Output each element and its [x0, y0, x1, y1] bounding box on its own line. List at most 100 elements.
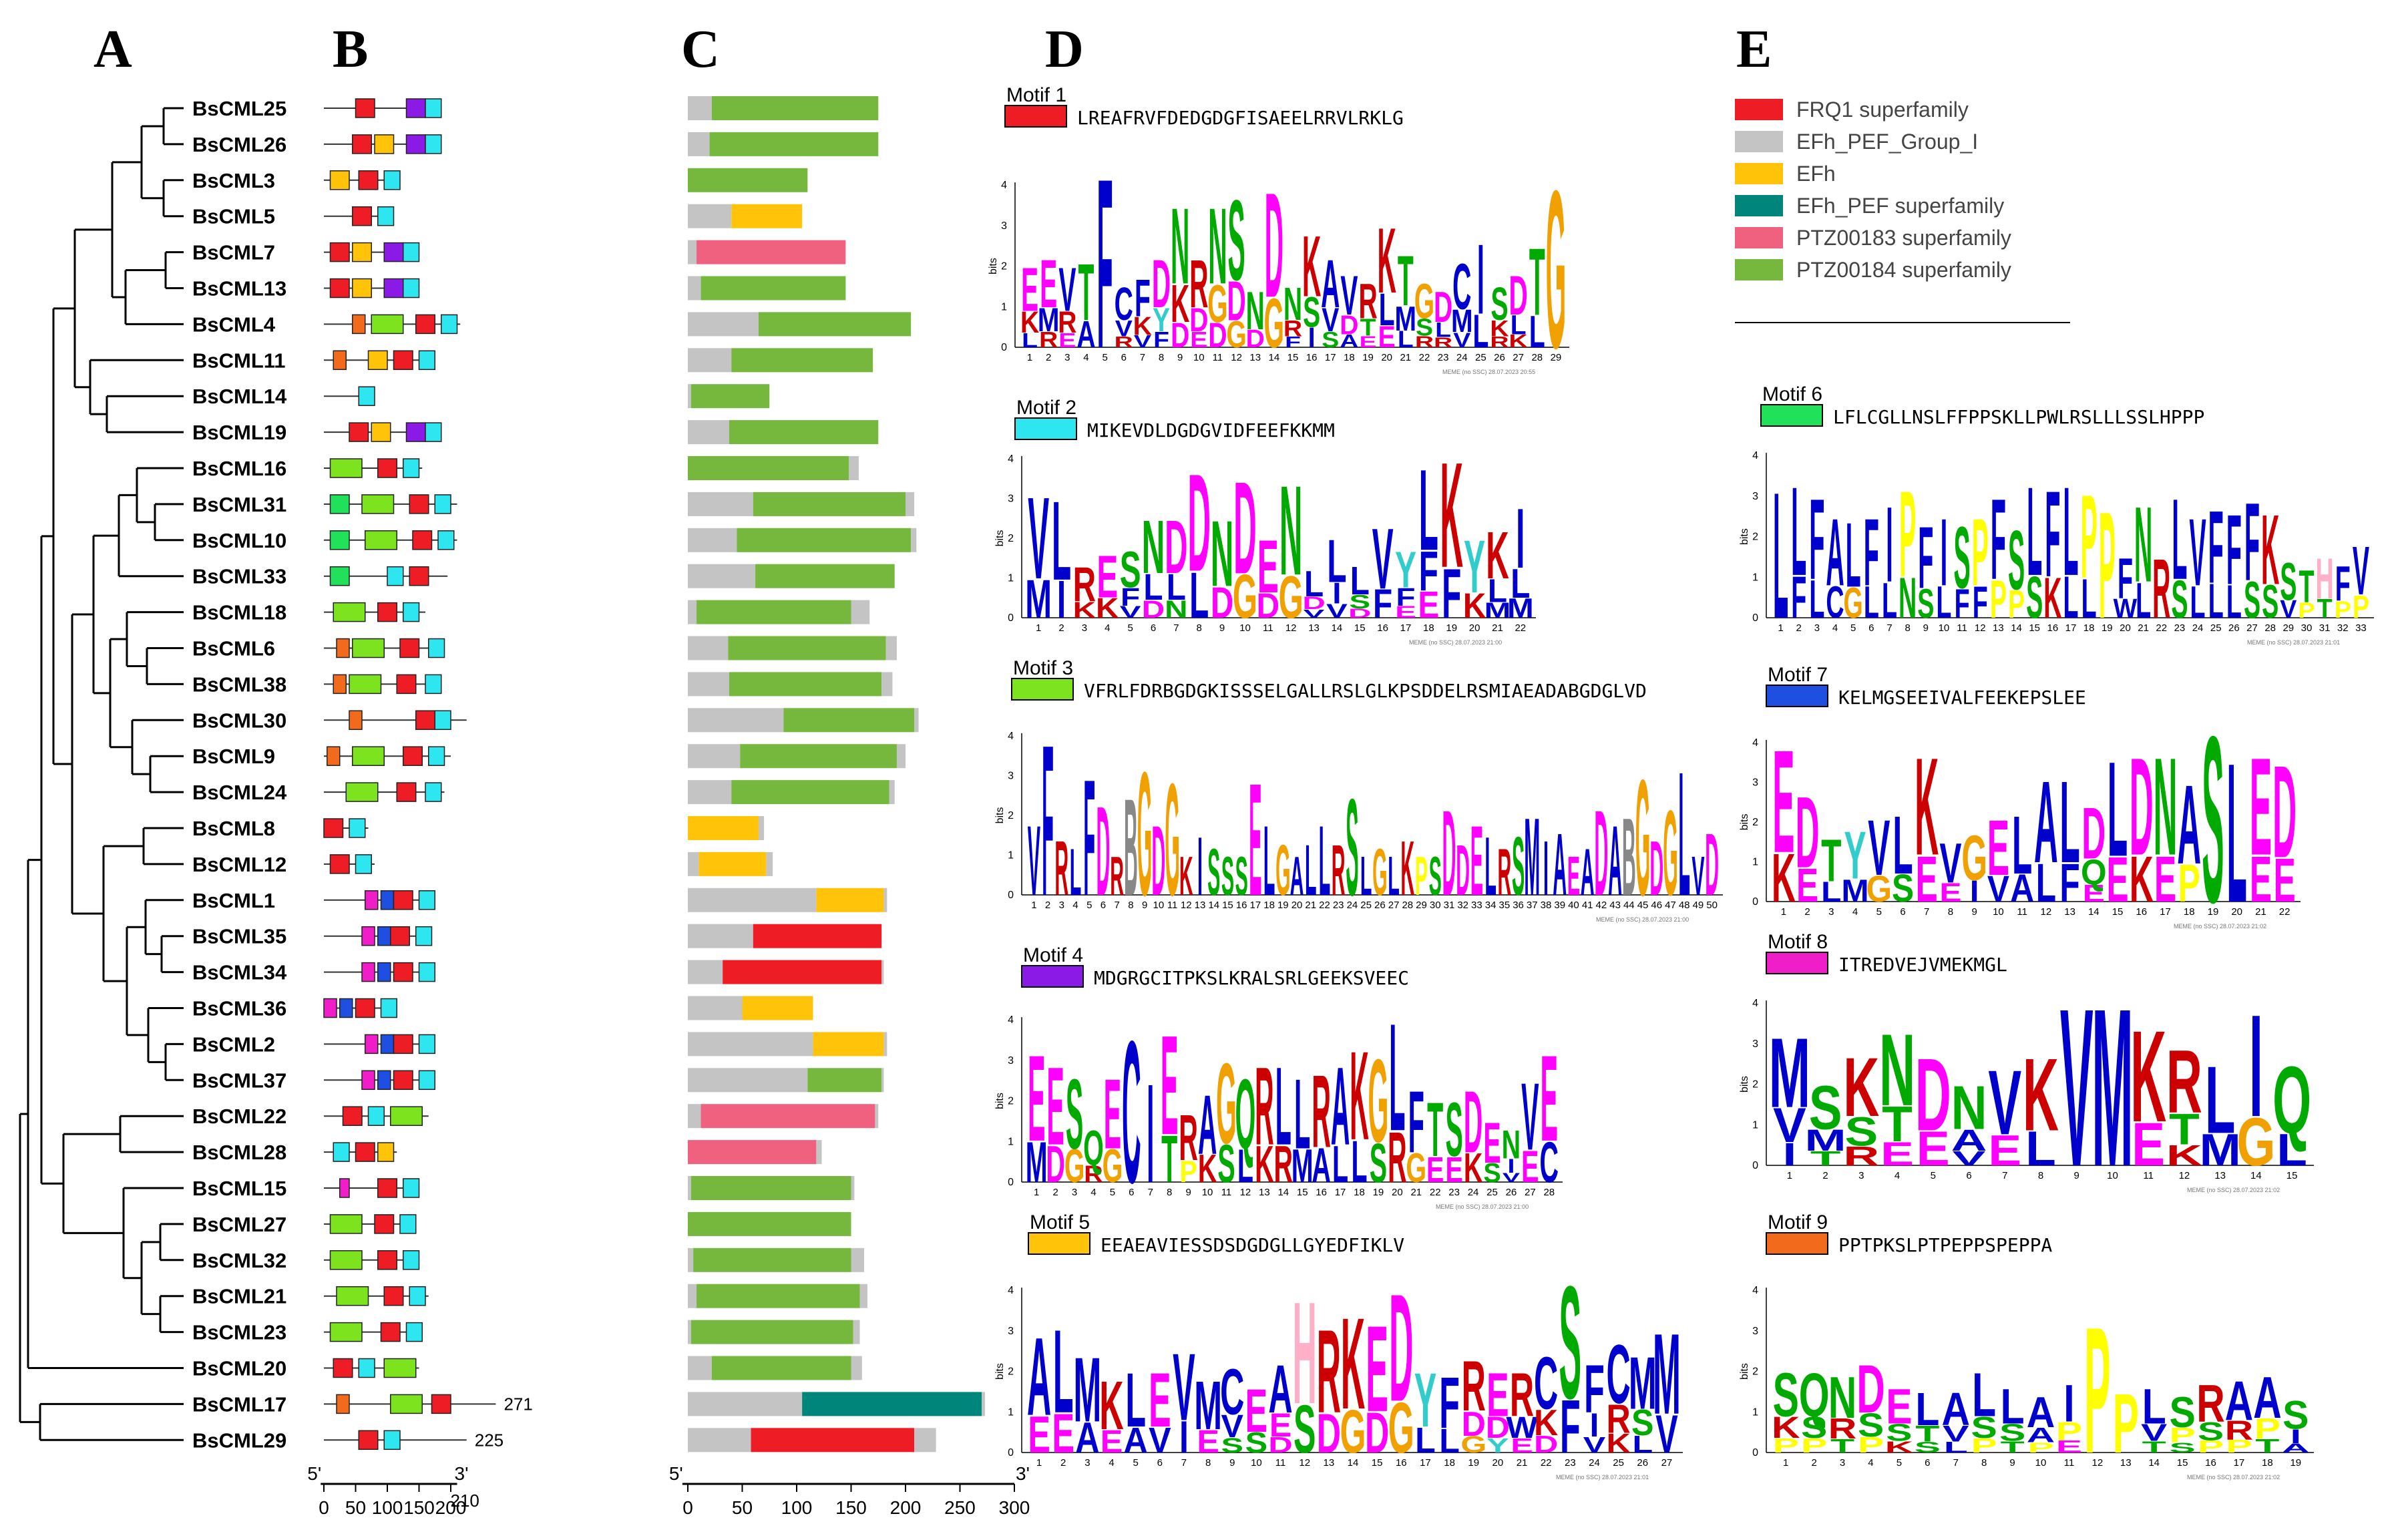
logo-position: 11	[1213, 352, 1223, 363]
motif-box-2	[418, 890, 435, 910]
domain-bar-EFh_PEF_Group_I	[688, 780, 732, 805]
logo-letter: M	[1395, 299, 1417, 338]
logo-letter: E	[1046, 1044, 1064, 1169]
logo-letter: K	[1255, 1136, 1274, 1194]
logo-letter: E	[1249, 751, 1261, 930]
logo-y-tick: 4	[1008, 731, 1014, 742]
logo-letter: I	[1970, 875, 1979, 908]
logo-letter: V	[1340, 264, 1358, 326]
logo-letter: G	[1414, 273, 1434, 329]
logo-letter: V	[1987, 868, 2009, 910]
logo-letter: W	[2114, 594, 2138, 624]
logo-letter: L	[1398, 326, 1414, 353]
logo-letter: R	[1073, 558, 1096, 612]
motif-box-1	[358, 1430, 379, 1451]
logo-letter: L	[1821, 876, 1841, 908]
logo-position: 5	[1876, 906, 1882, 918]
axis-tick-label: 200	[435, 1497, 467, 1518]
logo-letter: E	[1916, 843, 1938, 916]
logo-letter: S	[2198, 1416, 2224, 1445]
logo-letter: T	[1161, 1123, 1177, 1197]
legend-label: EFh	[1796, 162, 1836, 186]
gene-label: BsCML12	[192, 853, 286, 876]
logo-letter: P	[1899, 466, 1916, 603]
logo-y-tick: 2	[1752, 532, 1758, 543]
motif-box-1	[342, 1106, 363, 1126]
logo-letter: L	[2142, 1379, 2166, 1434]
logo-y-label: bits	[994, 1093, 1006, 1109]
logo-letter: T	[2001, 1438, 2025, 1456]
legend-swatch	[1735, 259, 1783, 280]
motif-box-1	[377, 1250, 397, 1270]
logo-letter: L	[1125, 1358, 1146, 1443]
domain-bar-PTZ00184	[690, 1176, 851, 1200]
gene-label: BsCML31	[192, 493, 286, 516]
logo-position: 17	[1335, 1187, 1346, 1198]
logo-position: 36	[1513, 900, 1524, 911]
logo-letter: F	[1584, 1352, 1605, 1428]
domain-bar-EFh_PEF_Group_I	[766, 851, 773, 876]
domain-bar-EFh	[816, 888, 884, 912]
logo-letter: S	[2169, 1440, 2195, 1456]
domain-bar-PTZ00183	[688, 1140, 817, 1165]
logo-position: 2	[1052, 1187, 1058, 1198]
logo-position: 8	[2038, 1170, 2043, 1181]
logo-position: 19	[1468, 1457, 1479, 1469]
domain-bar-PTZ00184	[729, 672, 882, 697]
gene-label: BsCML18	[192, 601, 286, 624]
logo-letter: L	[1972, 1361, 1996, 1430]
motif-box-2	[415, 926, 433, 946]
logo-y-tick: 3	[1008, 770, 1014, 781]
logo-position: 19	[1277, 900, 1289, 911]
logo-letter: V	[1583, 1432, 1606, 1458]
logo-position: 42	[1596, 900, 1607, 911]
logo-position: 1	[1781, 906, 1786, 918]
motif-box-5	[374, 134, 395, 154]
logo-position: 18	[2262, 1457, 2273, 1469]
logo-letter: E	[2250, 729, 2272, 884]
logo-position: 5	[1931, 1170, 1936, 1181]
motif-box-2	[418, 962, 435, 982]
logo-position: 5	[1127, 622, 1133, 634]
logo-y-tick: 1	[1008, 849, 1014, 861]
logo-position: 12	[1975, 622, 1986, 634]
logo-position: 9	[1229, 1457, 1235, 1469]
motif-box-2	[403, 1178, 420, 1198]
logo-letter: D	[1151, 805, 1165, 916]
domain-bar-EFh_PEF_Group_I	[859, 1284, 867, 1308]
logo-position: 46	[1651, 900, 1662, 911]
logo-letter: R	[1058, 305, 1076, 339]
domain-bar-EFh_PEF_Group_I	[688, 1392, 803, 1416]
logo-position: 27	[1661, 1457, 1673, 1469]
motif-box-1	[333, 1358, 353, 1378]
logo-letter: A	[2034, 758, 2058, 888]
logo-position: 30	[1430, 900, 1441, 911]
logo-letter: D	[1365, 1400, 1389, 1465]
domain-bar-PTZ00184	[728, 636, 886, 660]
logo-position: 11	[1221, 1187, 1232, 1198]
logo-letter: V	[1372, 510, 1394, 607]
logo-letter: V	[1149, 1420, 1171, 1461]
logo-letter: L	[1511, 311, 1527, 341]
logo-letter: W	[1506, 1411, 1538, 1445]
logo-position: 21	[2138, 622, 2149, 634]
logo-position: 22	[1541, 1457, 1552, 1469]
gene-labels: BsCML25 BsCML26 BsCML3 BsCML5 BsCML7 BsCML13 B…	[192, 97, 287, 1452]
logo-letter: V	[1939, 831, 1961, 895]
logo-letter: F	[1121, 583, 1140, 611]
logo-y-tick: 1	[1008, 1136, 1014, 1147]
logo-position: 29	[1551, 352, 1562, 363]
logo-letter: K	[1464, 1145, 1483, 1191]
logo-position: 17	[1400, 622, 1412, 634]
domain-bar-EFh_PEF_Group_I	[906, 492, 915, 516]
logo-letter: E	[1567, 846, 1580, 908]
motif-box-2	[403, 1250, 420, 1270]
logo-letter: A	[1076, 314, 1095, 356]
logo-position: 23	[2174, 622, 2186, 634]
logo-letter: K	[1179, 846, 1193, 908]
logo-letter: R	[2166, 1032, 2202, 1133]
logo-letter: K	[1378, 208, 1396, 313]
logo-letter: V	[1773, 1098, 1806, 1153]
gene-label: BsCML26	[192, 133, 286, 156]
logo-position: 8	[1205, 1457, 1211, 1469]
